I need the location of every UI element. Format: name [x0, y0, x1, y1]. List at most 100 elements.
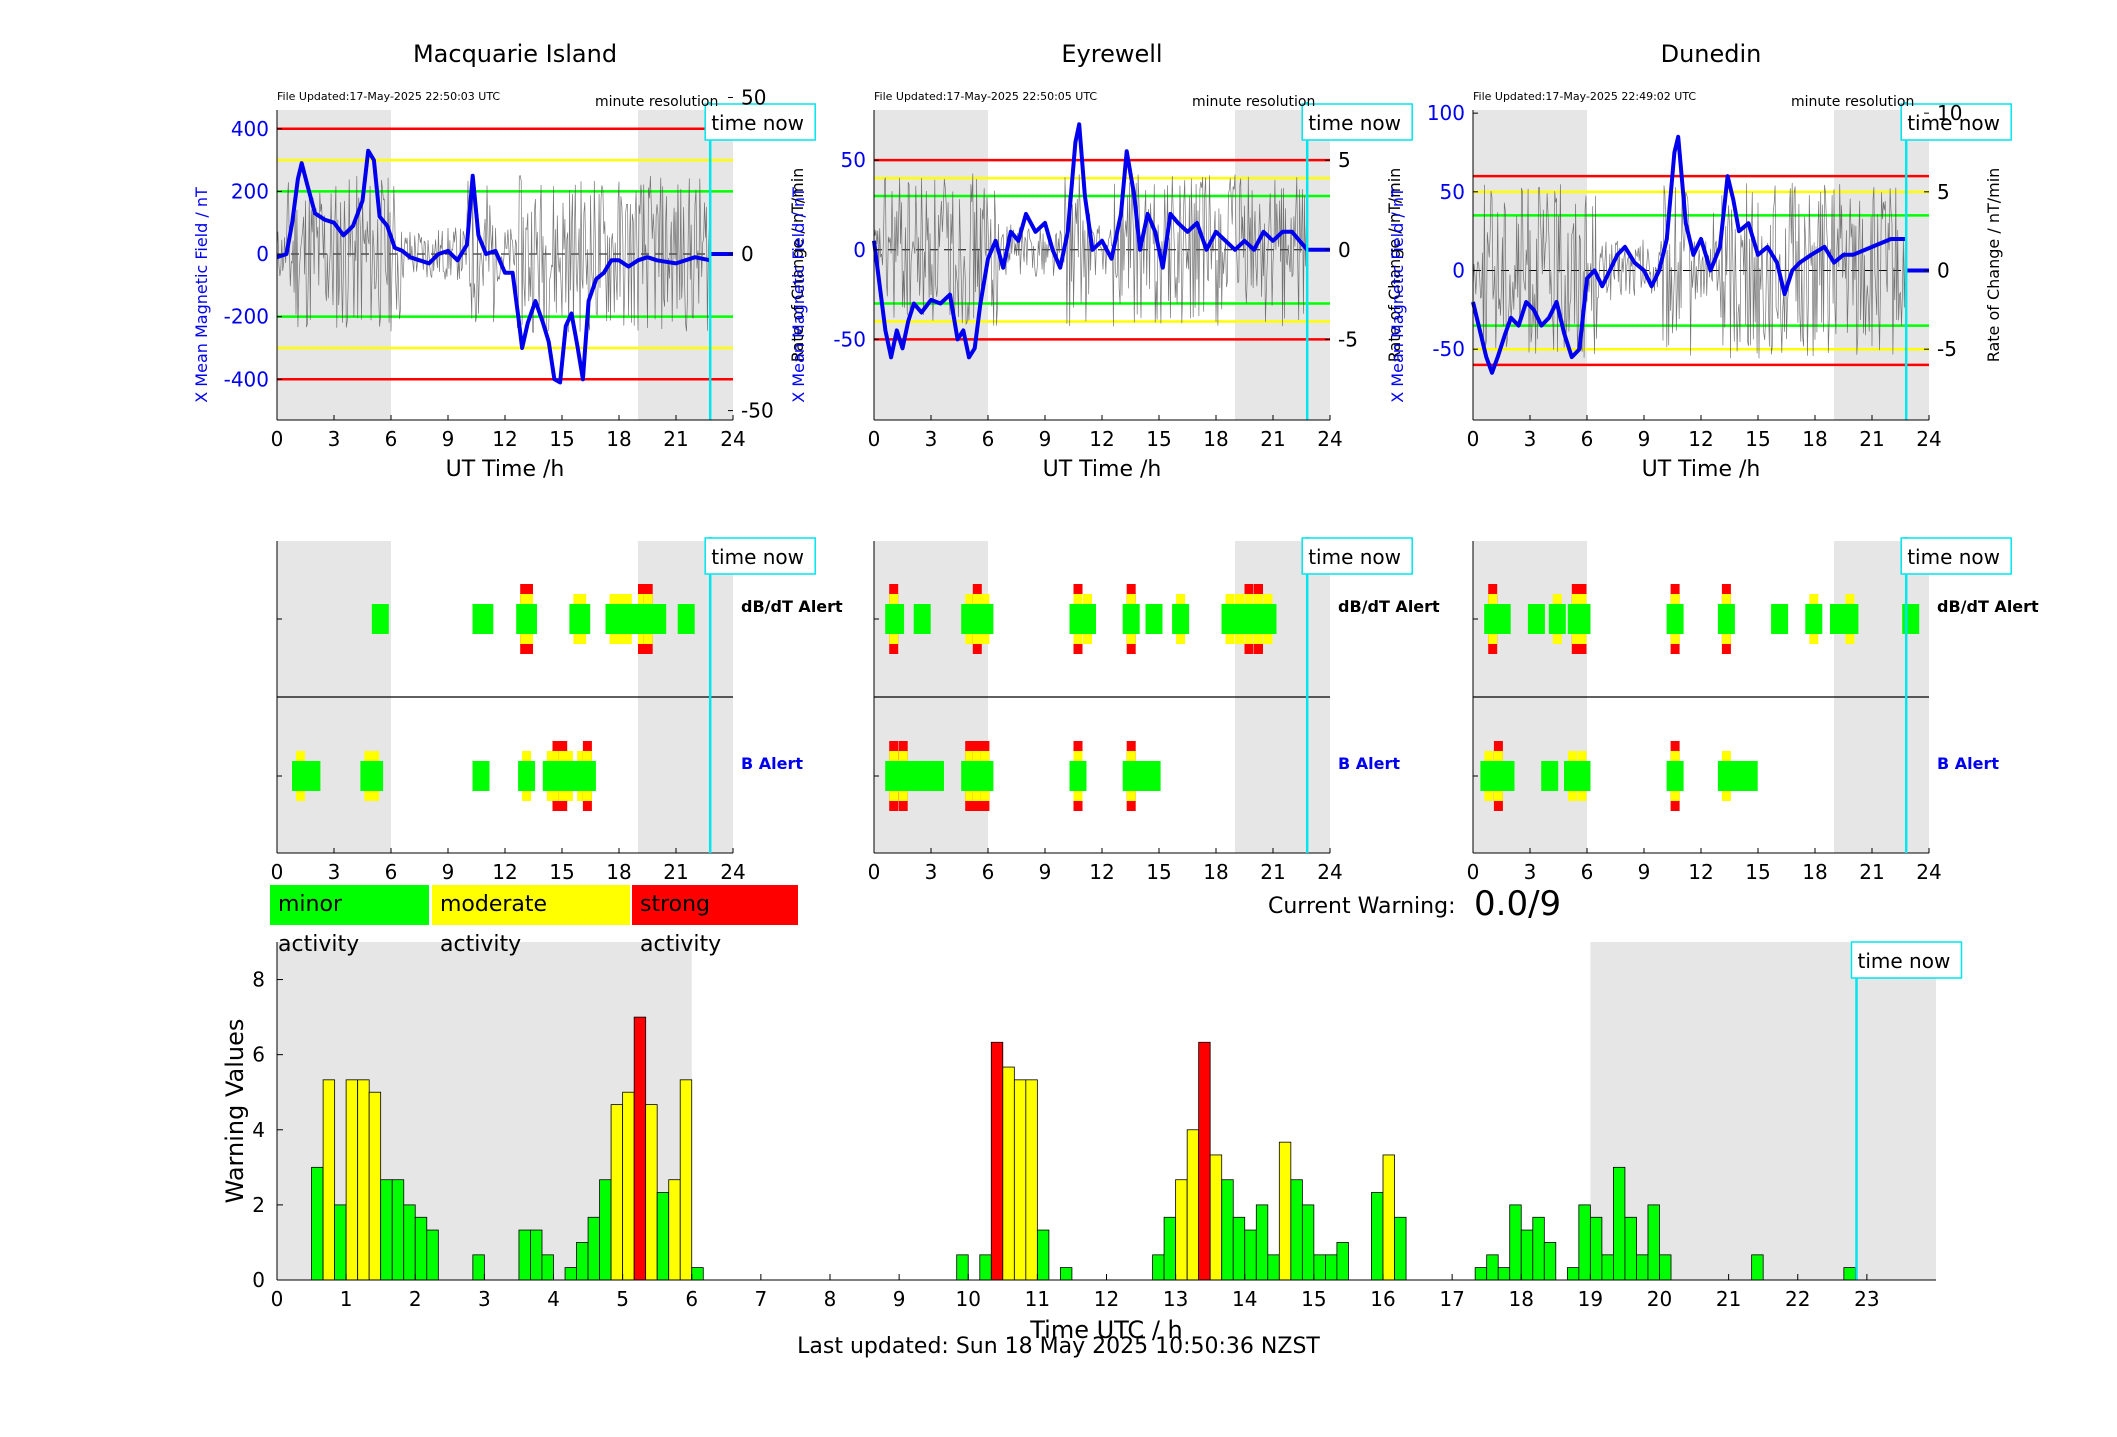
station-0-alert-x-tick-label-2: 6: [385, 860, 398, 884]
station-1-b-label: B Alert: [1338, 754, 1400, 773]
warning-bar-39: [1198, 1041, 1211, 1281]
station-1-field-series: [872, 122, 1309, 360]
station-0-y2-tick-label-0: 50: [741, 85, 766, 109]
station-0-x-tick-label-1: 3: [328, 427, 341, 451]
station-1-dbdt-bar-9-green: [1145, 604, 1163, 634]
station-1-night-shade-0: [874, 110, 988, 420]
station-2-alert-x-tick-label-6: 18: [1802, 860, 1827, 884]
station-0-alert-time-now-box: [704, 537, 816, 575]
station-1-alert-x-tick-label-8: 24: [1317, 860, 1342, 884]
station-2-b-bar-3-green: [1541, 761, 1559, 791]
current-warning-label: Current Warning:: [1268, 894, 1456, 919]
warning-bar-3: [345, 1079, 359, 1281]
warning-x-tick-label-14: 14: [1232, 1287, 1257, 1311]
station-0-b-bar-10-green: [559, 761, 577, 791]
station-2-alert-x-tick-label-3: 9: [1638, 860, 1651, 884]
warning-y-tick-label-2: 4: [252, 1118, 265, 1142]
warning-bar-43: [1244, 1229, 1257, 1281]
station-1-resolution: minute resolution: [1192, 94, 1315, 110]
warning-bar-55: [1474, 1267, 1488, 1281]
station-2-alert-x-tick-label-1: 3: [1524, 860, 1537, 884]
warning-bar-48: [1301, 1204, 1315, 1281]
warning-x-tick-label-0: 0: [271, 1287, 284, 1311]
warning-x-tick-label-20: 20: [1647, 1287, 1672, 1311]
warning-bar-0: [311, 1166, 324, 1281]
last-updated-footer: Last updated: Sun 18 May 2025 10:50:36 N…: [797, 1334, 1320, 1359]
warning-bar-58: [1509, 1204, 1522, 1281]
station-1-b-bar-7-green: [976, 761, 994, 791]
warning-bar-26: [691, 1267, 704, 1281]
station-0-alert-x-tick-label-7: 21: [663, 860, 688, 884]
warning-bar-20: [622, 1091, 635, 1281]
warning-bar-50: [1325, 1254, 1338, 1281]
station-1-y2-tick-label-2: -5: [1338, 327, 1358, 351]
station-1-y-tick-label-1: 0: [853, 238, 866, 262]
station-2-dbdt-bar-13-green: [1902, 604, 1920, 634]
station-2-field-series: [1471, 134, 1907, 375]
station-1-y-tick-label-0: 50: [841, 148, 866, 172]
warning-bar-72: [1843, 1267, 1856, 1281]
warning-x-tick-label-15: 15: [1301, 1287, 1326, 1311]
warning-time-now-box: [1850, 941, 1963, 979]
station-0-alert-time-now-label: time now: [711, 545, 804, 569]
warning-bar-57: [1497, 1267, 1511, 1281]
warning-bar-44: [1255, 1204, 1269, 1281]
station-2-file-updated: File Updated:17-May-2025 22:49:02 UTC: [1473, 90, 1696, 103]
legend-minor-label: minor activity: [278, 892, 360, 957]
warning-bar-42: [1232, 1216, 1246, 1281]
station-2-dbdt-bar-10-green: [1805, 604, 1823, 634]
warning-bar-22: [645, 1104, 658, 1281]
station-1-right-axis-label: Rate of Change / nT/min: [1385, 168, 1404, 363]
station-0-y2-tick-label-1: 0: [741, 242, 754, 266]
station-1-title: Eyrewell: [1061, 40, 1162, 68]
station-2-x-axis-label: UT Time /h: [1642, 457, 1761, 482]
warning-x-tick-label-3: 3: [478, 1287, 491, 1311]
station-2-x-tick-label-2: 6: [1581, 427, 1594, 451]
warning-bar-7: [391, 1179, 405, 1281]
warning-bar-61: [1543, 1242, 1557, 1281]
station-0-alert-x-tick-label-6: 18: [606, 860, 631, 884]
warning-bar-24: [668, 1179, 681, 1281]
station-1-dbdt-bar-7-green: [1079, 604, 1096, 634]
station-0-time-now-label: time now: [711, 111, 804, 135]
station-0-alert-x-tick-label-5: 15: [549, 860, 574, 884]
station-2-title: Dunedin: [1661, 40, 1762, 68]
station-2-x-tick-label-0: 0: [1467, 427, 1480, 451]
warning-bar-1: [322, 1079, 336, 1281]
warning-bar-59: [1520, 1229, 1534, 1281]
station-1-alert-time-now-box: [1301, 537, 1413, 575]
station-1-night-shade-1: [1235, 110, 1330, 420]
station-0-b-bar-12-green: [578, 761, 596, 791]
station-0-y-tick-label-1: 200: [231, 179, 269, 203]
warning-x-tick-label-21: 21: [1716, 1287, 1741, 1311]
station-1-x-tick-label-7: 21: [1260, 427, 1285, 451]
station-2-b-bar-2-green: [1497, 761, 1515, 791]
station-1-alert-x-tick-label-2: 6: [982, 860, 995, 884]
station-0-dbdt-bar-13-green: [649, 604, 667, 634]
station-0-alert-x-tick-label-3: 9: [442, 860, 455, 884]
warning-night-shade-1: [1590, 942, 1936, 1280]
warning-bar-6: [380, 1179, 393, 1281]
station-1-dbdt-bar-1-green: [887, 604, 905, 634]
station-2-resolution: minute resolution: [1791, 94, 1914, 110]
warning-bar-25: [679, 1079, 693, 1281]
station-1-x-tick-label-8: 24: [1317, 427, 1342, 451]
warning-bar-37: [1175, 1179, 1188, 1281]
station-0-x-tick-label-0: 0: [271, 427, 284, 451]
warning-bar-67: [1624, 1216, 1637, 1281]
station-2-dbdt-bar-6-green: [1573, 604, 1591, 634]
warning-bar-62: [1566, 1267, 1580, 1281]
station-1-alert-x-tick-label-5: 15: [1146, 860, 1171, 884]
legend-strong-label: strong activity: [640, 892, 722, 957]
station-1-alert-x-tick-label-1: 3: [925, 860, 938, 884]
station-0-x-tick-label-5: 15: [549, 427, 574, 451]
station-0-alert-x-tick-label-1: 3: [328, 860, 341, 884]
warning-bar-16: [576, 1242, 589, 1281]
station-0-x-axis-label: UT Time /h: [446, 457, 565, 482]
station-2-dbdt-bar-8-green: [1717, 604, 1735, 634]
legend-strong-activity: strong activity: [632, 885, 798, 957]
warning-x-tick-label-9: 9: [893, 1287, 906, 1311]
station-2-alert-time-now-box: [1900, 537, 2012, 575]
warning-bar-8: [403, 1204, 416, 1281]
